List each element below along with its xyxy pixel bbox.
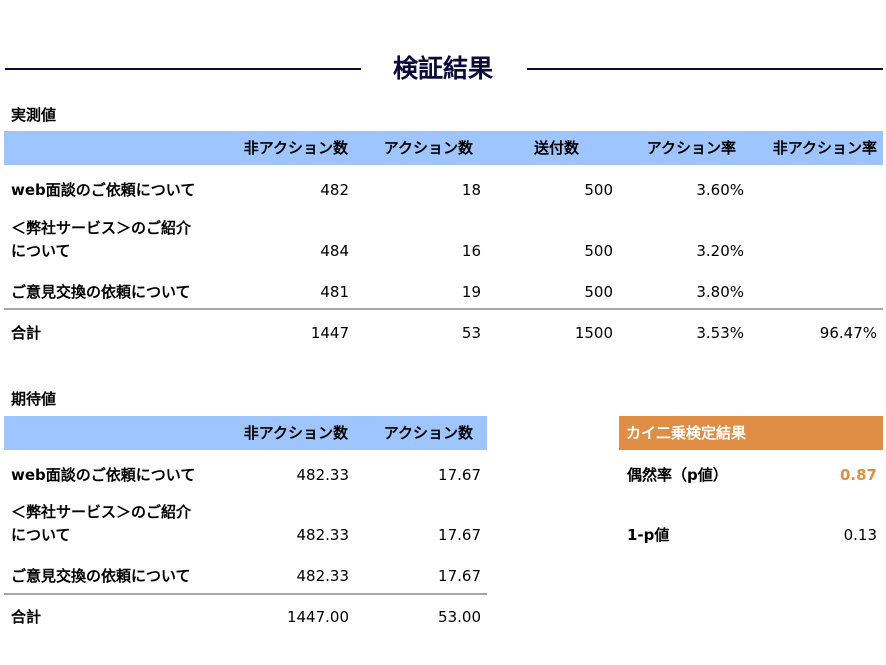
expected-header-row: 非アクション数 アクション数	[4, 416, 487, 450]
expected-total-action: 53.00	[438, 608, 481, 626]
expected-cell-non-action: 482.33	[296, 466, 350, 484]
observed-cell-action-rate: 3.20%	[696, 242, 744, 260]
expected-cell-action: 17.67	[438, 466, 481, 484]
observed-cell-action-rate: 3.60%	[696, 181, 744, 199]
expected-cell-non-action: 482.33	[296, 567, 350, 585]
observed-cell-sent: 500	[584, 283, 613, 301]
observed-header-row: 非アクション数 アクション数 送付数 アクション率 非アクション率	[4, 131, 883, 165]
observed-cell-non-action: 484	[320, 242, 349, 260]
expected-row-label: ＜弊社サービス＞のご紹介	[11, 503, 192, 521]
expected-section-label: 期待値	[11, 390, 57, 408]
observed-row-label: ＜弊社サービス＞のご紹介	[11, 219, 192, 237]
p-value-label: 偶然率（p値）	[627, 466, 728, 484]
observed-header-non-action: 非アクション数	[243, 139, 348, 157]
expected-total-separator	[4, 593, 487, 595]
p-value: 0.87	[839, 466, 877, 484]
observed-header-sent: 送付数	[533, 139, 579, 157]
title-rule-left	[5, 68, 361, 70]
observed-cell-non-action: 482	[320, 181, 349, 199]
expected-row-label-line2: について	[11, 526, 71, 544]
observed-cell-sent: 500	[584, 242, 613, 260]
expected-header-non-action: 非アクション数	[243, 424, 348, 442]
observed-total-non-action: 1447	[310, 324, 349, 342]
observed-cell-non-action: 481	[320, 283, 349, 301]
expected-cell-non-action: 482.33	[296, 526, 350, 544]
observed-cell-action: 18	[461, 181, 481, 199]
observed-row-label: web面談のご依頼について	[11, 181, 196, 199]
expected-row-label: web面談のご依頼について	[11, 466, 196, 484]
observed-cell-action-rate: 3.80%	[696, 283, 744, 301]
observed-section-label: 実測値	[11, 106, 57, 124]
observed-row-label: ご意見交換の依頼について	[11, 283, 191, 301]
expected-header-action: アクション数	[383, 424, 473, 442]
observed-total-non-action-rate: 96.47%	[819, 324, 877, 342]
observed-total-label: 合計	[11, 324, 42, 342]
observed-total-separator	[4, 308, 883, 310]
chi-square-header: カイ二乗検定結果	[619, 416, 883, 450]
expected-cell-action: 17.67	[438, 526, 481, 544]
page-title: 検証結果	[392, 54, 493, 83]
observed-cell-action: 16	[461, 242, 481, 260]
observed-header-action-rate: アクション率	[646, 139, 736, 157]
observed-header-non-action-rate: 非アクション率	[772, 139, 877, 157]
expected-total-label: 合計	[11, 608, 42, 626]
expected-row-label: ご意見交換の依頼について	[11, 567, 191, 585]
expected-cell-action: 17.67	[438, 567, 481, 585]
observed-row-label-line2: について	[11, 242, 71, 260]
expected-total-non-action: 1447.00	[286, 608, 349, 626]
observed-header-action: アクション数	[383, 139, 473, 157]
one-minus-p-label: 1-p値	[627, 526, 670, 544]
observed-cell-action: 19	[461, 283, 481, 301]
observed-total-action: 53	[461, 324, 481, 342]
observed-cell-sent: 500	[584, 181, 613, 199]
title-area: 検証結果	[0, 52, 886, 88]
observed-total-sent: 1500	[574, 324, 613, 342]
title-rule-right	[527, 68, 883, 70]
observed-total-action-rate: 3.53%	[696, 324, 744, 342]
one-minus-p-value: 0.13	[843, 526, 877, 544]
